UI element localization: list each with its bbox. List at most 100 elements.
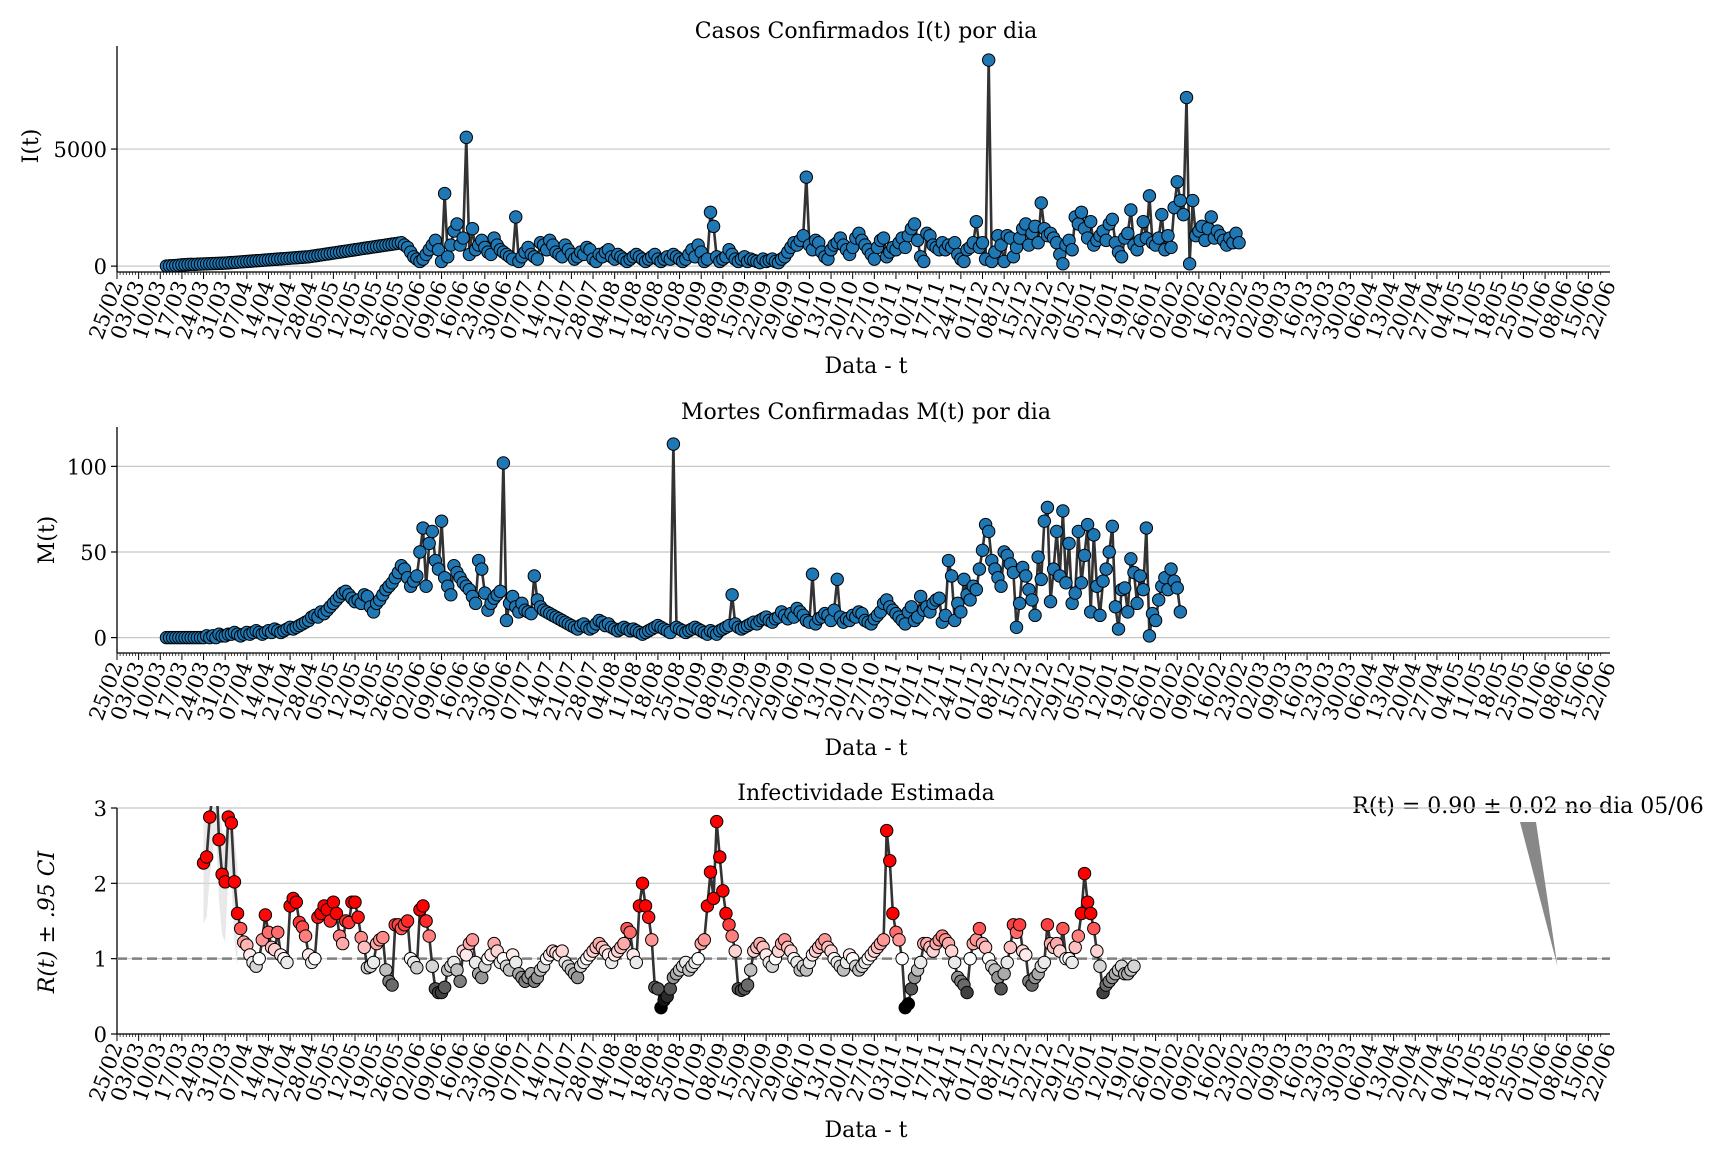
- data-point: [1068, 586, 1082, 600]
- data-point: [691, 951, 705, 966]
- data-point: [1108, 600, 1123, 614]
- data-point: [994, 238, 1008, 252]
- data-point: [1164, 562, 1178, 576]
- deaths-chart-title: Mortes Confirmadas M(t) por dia: [681, 400, 1051, 425]
- data-point: [258, 908, 273, 922]
- data-point: [1155, 207, 1169, 222]
- data-point: [898, 240, 912, 255]
- data-point: [978, 940, 993, 955]
- data-point: [385, 978, 399, 992]
- data-point: [1025, 593, 1039, 607]
- data-point: [437, 186, 452, 201]
- data-point: [947, 955, 962, 970]
- data-point: [645, 933, 659, 947]
- data-point: [867, 252, 882, 266]
- data-point: [972, 921, 987, 936]
- data-point: [1034, 196, 1048, 210]
- data-point: [635, 876, 650, 891]
- data-point: [1182, 257, 1197, 271]
- data-point: [1040, 918, 1055, 932]
- data-point: [450, 217, 464, 231]
- data-point: [416, 899, 430, 913]
- data-point: [298, 929, 313, 943]
- data-point: [422, 929, 436, 943]
- data-point: [623, 925, 637, 939]
- data-point: [1037, 955, 1052, 970]
- data-point: [329, 906, 344, 921]
- data-point: [1034, 572, 1048, 587]
- data-point: [1121, 605, 1135, 619]
- data-point: [210, 764, 222, 776]
- data-point: [1148, 613, 1163, 628]
- data-point: [957, 572, 971, 587]
- data-point: [1040, 500, 1055, 515]
- data-point: [527, 569, 541, 583]
- data-point: [509, 210, 523, 224]
- data-point: [530, 252, 545, 266]
- data-point: [876, 933, 891, 947]
- data-point: [1087, 528, 1101, 542]
- deaths-y-axis-label: M(t): [35, 516, 60, 565]
- data-point: [904, 982, 919, 996]
- data-point: [663, 982, 678, 996]
- data-point: [434, 514, 449, 528]
- data-point: [917, 254, 931, 269]
- data-point: [1019, 948, 1033, 962]
- data-point: [212, 832, 226, 847]
- y-tick-label: 2: [94, 872, 107, 896]
- data-point: [1124, 203, 1138, 217]
- data-point: [1142, 189, 1157, 203]
- data-point: [1099, 562, 1113, 576]
- data-point: [629, 955, 644, 970]
- data-point: [1068, 940, 1082, 955]
- data-point: [703, 865, 718, 879]
- data-point: [913, 589, 928, 604]
- data-point: [1059, 576, 1073, 590]
- data-point: [456, 231, 470, 245]
- data-point: [706, 891, 721, 906]
- data-point: [960, 985, 974, 1000]
- data-point: [1176, 207, 1191, 222]
- data-point: [1031, 550, 1045, 564]
- data-point: [1105, 212, 1120, 227]
- y-tick-label: 0: [94, 627, 107, 651]
- data-point: [1161, 228, 1175, 243]
- data-point: [351, 910, 365, 924]
- data-point: [199, 850, 214, 864]
- data-point: [1065, 243, 1079, 257]
- data-point: [1136, 582, 1150, 597]
- data-point: [972, 562, 987, 576]
- data-point: [830, 572, 844, 587]
- annotation-arrow: [1520, 822, 1558, 967]
- deaths-x-axis-label: Data - t: [825, 736, 908, 761]
- data-point: [1142, 629, 1157, 643]
- data-point: [895, 951, 909, 966]
- data-point: [1133, 569, 1147, 583]
- data-point: [1012, 596, 1027, 611]
- data-point: [1121, 226, 1135, 241]
- data-point: [709, 814, 724, 829]
- data-point: [230, 906, 245, 921]
- data-point: [799, 170, 814, 184]
- data-point: [1056, 504, 1070, 518]
- data-point: [740, 978, 755, 992]
- data-point: [719, 906, 733, 921]
- infectivity-chart-panel: Infectividade Estimada R(t) ± .95 CI Dat…: [35, 764, 1704, 1143]
- data-point: [963, 593, 977, 607]
- data-point: [796, 228, 810, 243]
- data-point: [883, 854, 897, 868]
- data-point: [994, 982, 1008, 996]
- data-point: [1130, 596, 1144, 611]
- data-point: [910, 233, 925, 248]
- data-point: [1127, 959, 1141, 973]
- data-point: [1173, 605, 1188, 619]
- series-group: [159, 53, 1246, 273]
- data-point: [907, 217, 922, 231]
- y-tick-label: 1: [94, 948, 107, 972]
- data-point: [475, 562, 489, 576]
- data-point: [499, 613, 514, 628]
- data-point: [496, 456, 511, 470]
- data-point: [413, 545, 427, 559]
- r-annotation: R(t) = 0.90 ± 0.02 no dia 05/06: [1352, 794, 1703, 819]
- data-point: [509, 955, 523, 970]
